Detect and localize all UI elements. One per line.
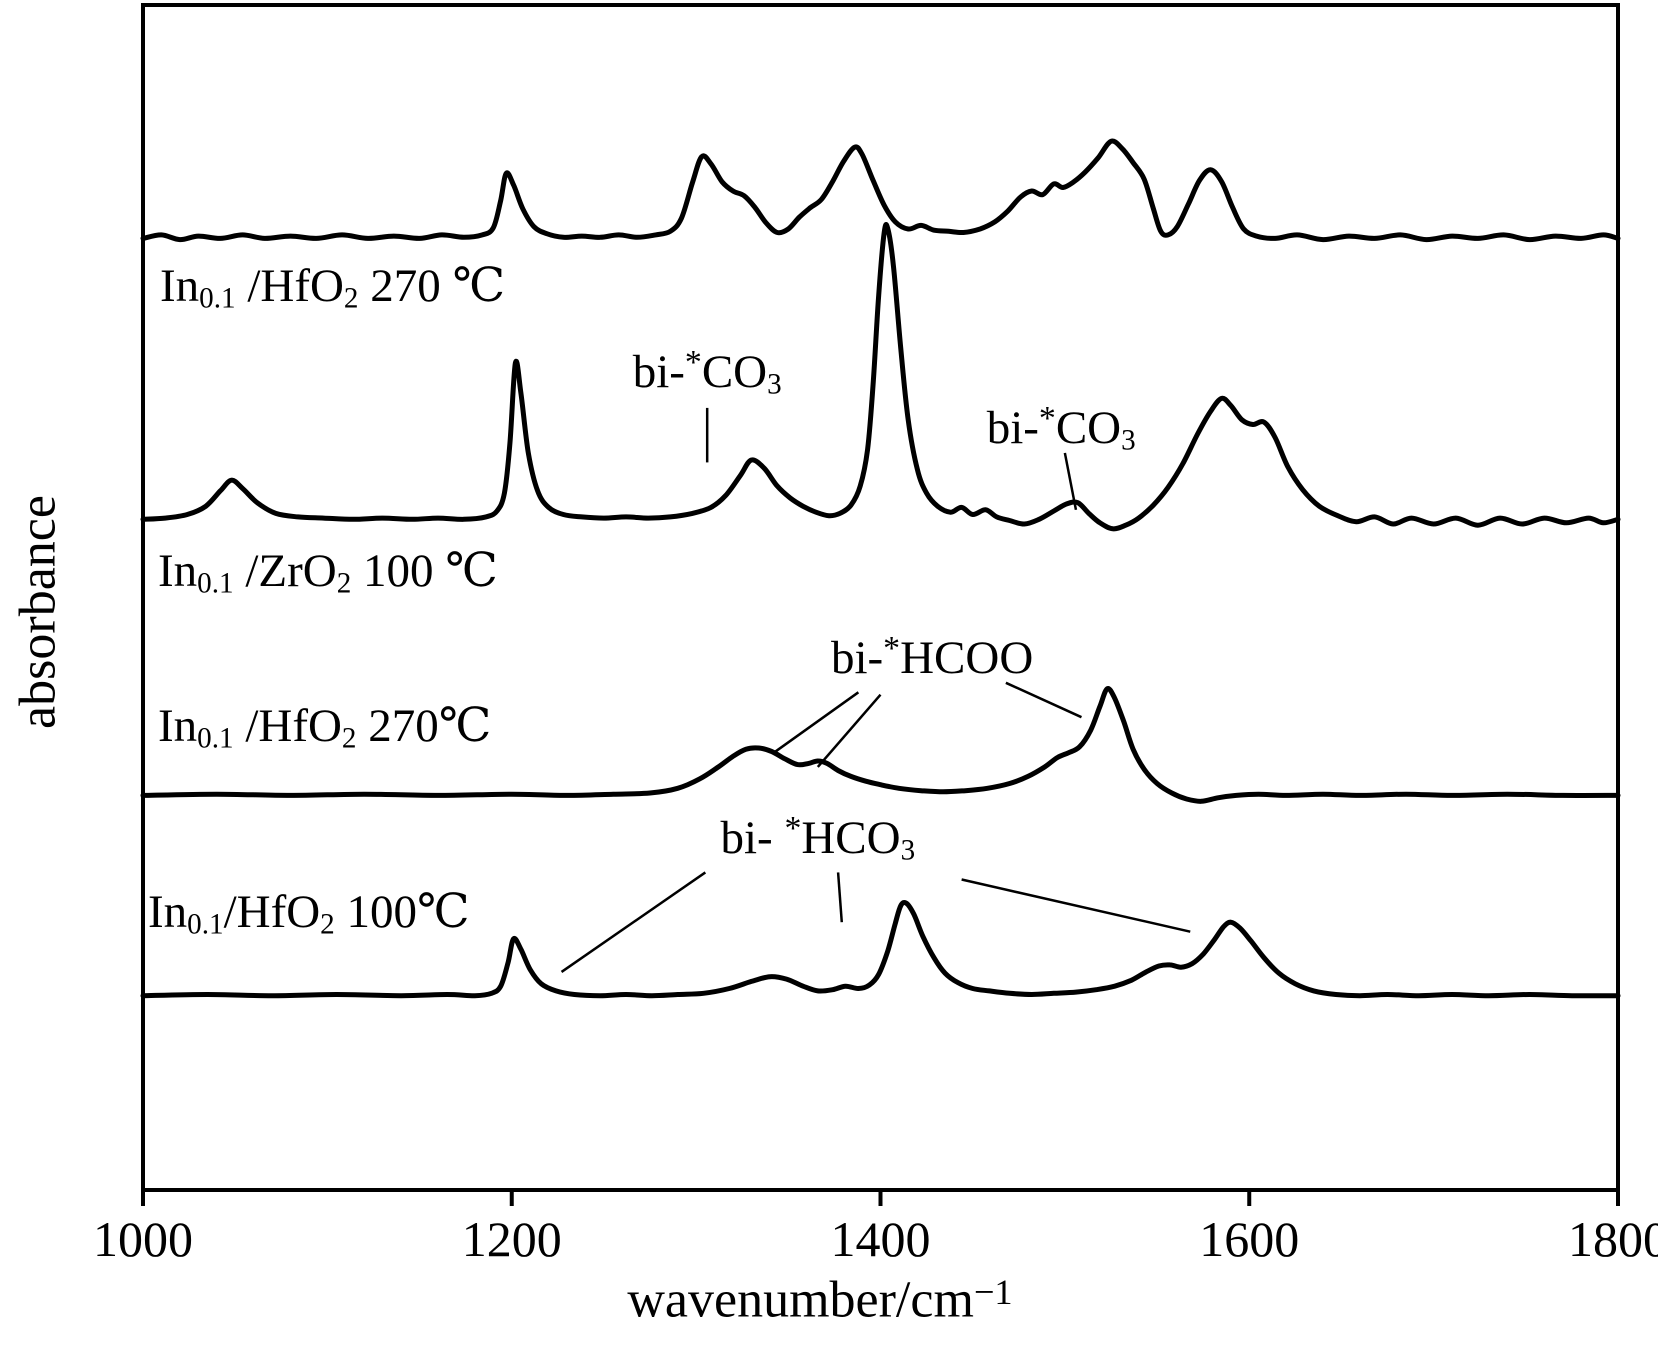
annotation-bi-co3-2: bi-*CO3 (987, 401, 1136, 455)
support-symbol: /ZrO (233, 545, 337, 597)
asterisk-superscript: * (883, 629, 901, 667)
annotation-prefix: bi- (720, 812, 785, 865)
annotation-leader-line (816, 693, 882, 768)
annotation-bi-co3-1: bi-*CO3 (632, 344, 782, 401)
annotation-leader-line (1005, 681, 1082, 719)
annotation-subscript: 3 (1121, 424, 1136, 457)
temperature: 100 ℃ (351, 545, 498, 597)
spectrum-trace-0 (140, 138, 1621, 243)
asterisk-superscript: * (1038, 399, 1056, 437)
support-symbol: /HfO (223, 886, 321, 938)
support-subscript: 2 (341, 722, 357, 755)
element-subscript: 0.1 (187, 908, 224, 941)
element-symbol: In (148, 886, 188, 938)
support-subscript: 2 (320, 908, 335, 941)
annotation-species: CO (701, 346, 768, 399)
annotation-species: HCOO (900, 631, 1034, 684)
support-subscript: 2 (336, 567, 352, 600)
spectrum-trace-1 (140, 222, 1621, 532)
annotation-leader-line (961, 878, 1191, 933)
annotation-prefix: bi- (632, 346, 685, 399)
asterisk-superscript: * (684, 344, 702, 382)
annotation-species: HCO (801, 812, 901, 865)
temperature: 270 ℃ (358, 260, 506, 312)
support-symbol: /HfO (235, 260, 344, 312)
trace-label-zro2-100: In0.1 /ZrO2 100 ℃ (158, 543, 498, 598)
x-tick-label-1400: 1400 (830, 1211, 931, 1267)
element-subscript: 0.1 (197, 722, 234, 755)
support-subscript: 2 (343, 282, 359, 315)
spectrum-trace-2 (140, 686, 1621, 804)
x-tick-label-1800: 1800 (1568, 1211, 1658, 1267)
annotation-leader-line (836, 872, 844, 923)
element-subscript: 0.1 (199, 282, 236, 315)
annotation-bi-hcoo: bi-*HCOO (831, 631, 1033, 685)
temperature: 100℃ (334, 886, 470, 938)
annotation-subscript: 3 (900, 834, 916, 867)
annotation-bi-hco3: bi- *HCO3 (720, 811, 915, 865)
annotation-prefix: bi- (830, 631, 884, 684)
element-symbol: In (160, 260, 200, 312)
trace-label-hfo2-270-top: In0.1 /HfO2 270 ℃ (160, 258, 505, 313)
element-symbol: In (158, 700, 198, 752)
annotation-leader-line (1063, 452, 1078, 511)
annotation-leader-line (774, 691, 860, 753)
x-tick-label-1600: 1600 (1199, 1211, 1300, 1267)
x-axis-title: wavenumber/cm−1 (627, 1271, 1012, 1330)
element-subscript: 0.1 (197, 567, 234, 600)
x-axis-title-exponent: −1 (973, 1271, 1013, 1312)
annotation-leader-line (560, 871, 707, 973)
element-symbol: In (158, 545, 198, 597)
annotation-subscript: 3 (767, 368, 782, 401)
annotation-prefix: bi- (986, 402, 1039, 455)
trace-label-hfo2-100: In0.1/HfO2 100℃ (148, 884, 470, 939)
x-axis-title-text: wavenumber/cm (627, 1271, 974, 1329)
spectrum-trace-3 (140, 899, 1621, 999)
y-axis-title: absorbance (9, 495, 67, 729)
support-symbol: /HfO (233, 700, 342, 752)
x-tick-label-1200: 1200 (461, 1211, 562, 1267)
x-tick-label-1000: 1000 (93, 1211, 193, 1267)
annotation-species: CO (1055, 402, 1122, 455)
trace-label-hfo2-270-lower: In0.1 /HfO2 270℃ (158, 698, 491, 753)
temperature: 270℃ (356, 700, 492, 752)
asterisk-superscript: * (784, 809, 802, 847)
